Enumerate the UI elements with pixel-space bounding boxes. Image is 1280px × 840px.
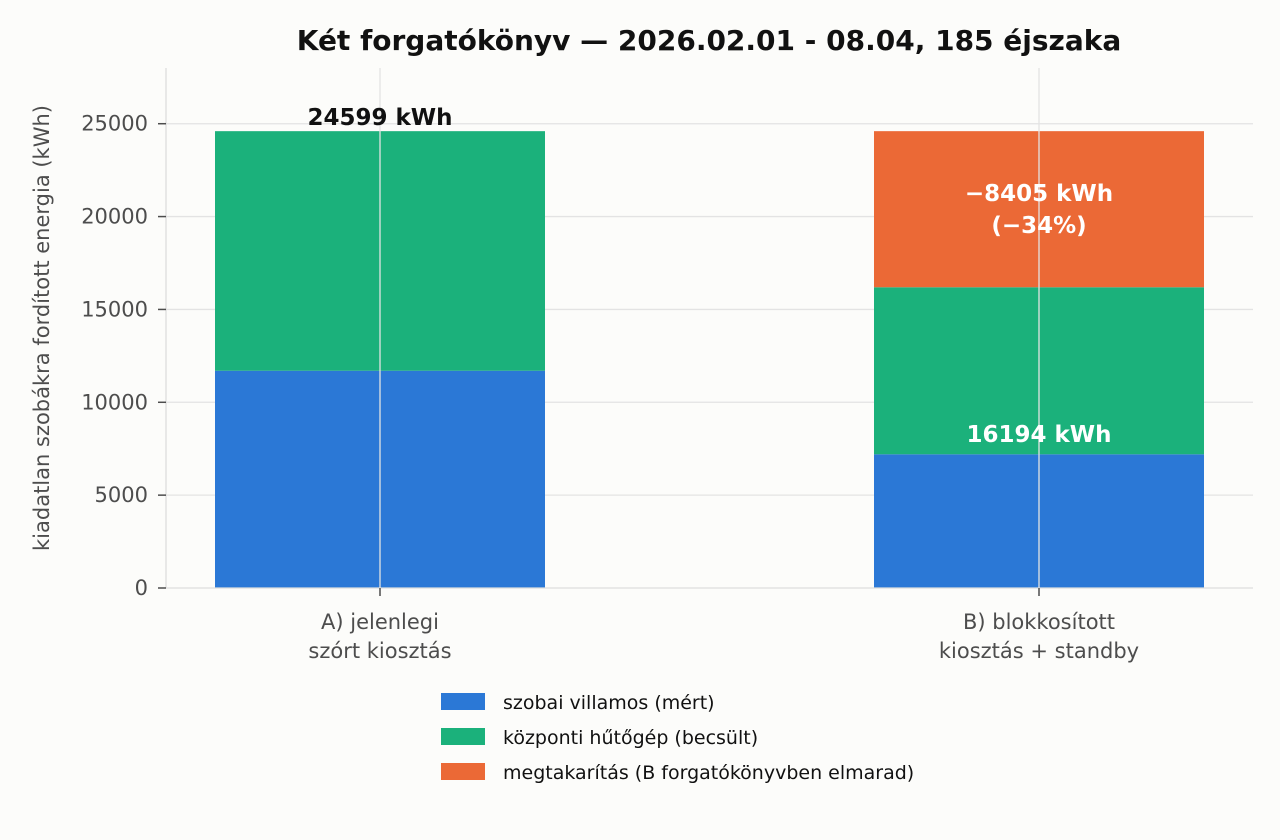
legend-swatch — [441, 728, 485, 745]
y-tick-label: 5000 — [95, 483, 148, 507]
bar-value-label: 16194 kWh — [966, 422, 1111, 448]
chart-title: Két forgatókönyv — 2026.02.01 - 08.04, 1… — [297, 24, 1122, 57]
legend-swatch — [441, 763, 485, 780]
y-tick-label: 10000 — [81, 390, 148, 414]
axes: 0 5000 10000 15000 20000 25000 A) jelenlegi szó… — [81, 68, 1253, 663]
y-tick-label: 15000 — [81, 297, 148, 321]
legend: szobai villamos (mért) központi hűtőgép (… — [441, 692, 914, 784]
bar-annotations: 24599 kWh −8405 kWh (−34%) 16194 kWh — [307, 105, 1113, 448]
y-tick-label: 20000 — [81, 205, 148, 229]
legend-swatch — [441, 693, 485, 710]
x-tick-label: A) jelenlegi — [321, 610, 439, 634]
y-tick-label: 0 — [135, 576, 148, 600]
legend-label: megtakarítás (B forgatókönyvben elmarad) — [503, 762, 914, 784]
bar-value-label: 24599 kWh — [307, 105, 452, 131]
legend-label: központi hűtőgép (becsült) — [503, 727, 758, 749]
bar-value-label: (−34%) — [991, 213, 1086, 239]
y-tick-label: 25000 — [81, 112, 148, 136]
bar-value-label: −8405 kWh — [965, 181, 1113, 207]
y-axis-label: kiadatlan szobákra fordított energia (kW… — [30, 105, 54, 551]
x-tick-label: kiosztás + standby — [939, 639, 1139, 663]
vertical-grid — [379, 68, 1040, 588]
x-tick-label: B) blokkosított — [963, 610, 1115, 634]
legend-label: szobai villamos (mért) — [503, 692, 715, 714]
x-tick-label: szórt kiosztás — [308, 639, 451, 663]
